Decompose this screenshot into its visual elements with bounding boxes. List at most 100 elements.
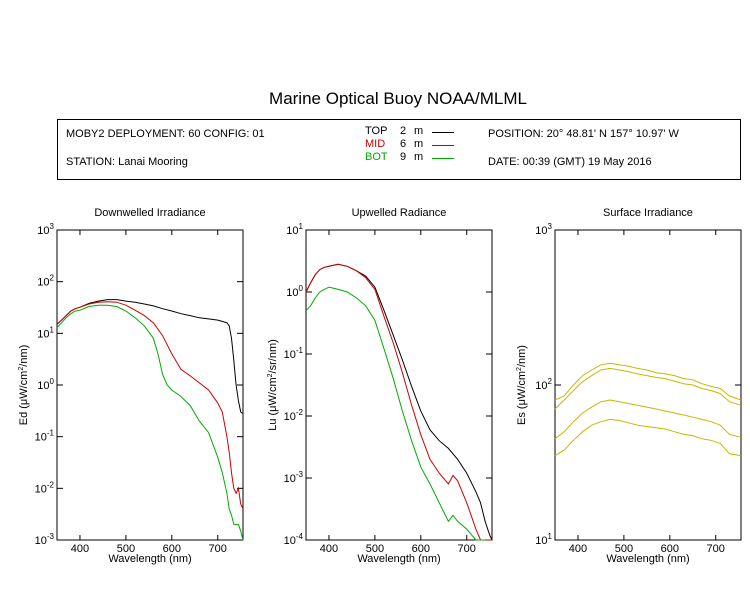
chart-3: Surface Irradiance Wavelength (nm) Es (μW/…	[516, 207, 742, 565]
station-text: STATION: Lanai Mooring	[66, 156, 188, 168]
chart-title: Downwelled Irradiance	[94, 207, 205, 219]
y-tick-exponent: -2	[296, 408, 304, 417]
series-line	[305, 286, 486, 541]
y-tick-exponent: -2	[47, 480, 55, 489]
y-axis-label: Es (μW/cm2/nm)	[516, 345, 528, 425]
y-tick-base: 10	[35, 432, 47, 444]
legend-depth-bot: 9	[400, 151, 407, 163]
x-tick-label: 400	[320, 543, 338, 555]
y-tick-exponent: 2	[548, 377, 553, 386]
y-tick-base: 10	[37, 277, 49, 289]
y-tick-base: 10	[286, 287, 298, 299]
y-axis-label-part: μW/cm	[516, 371, 528, 405]
y-tick-base: 10	[35, 535, 47, 547]
y-tick-exponent: 0	[50, 377, 55, 386]
y-tick-base: 10	[535, 225, 547, 237]
legend-label-top: TOP	[365, 125, 388, 137]
y-tick-base: 10	[284, 349, 296, 361]
chart-title: Upwelled Radiance	[352, 207, 447, 219]
x-axis-label: Wavelength (nm)	[357, 553, 440, 565]
y-axis-label-part: μW/cm	[18, 371, 30, 405]
y-tick-label: 103	[37, 222, 54, 237]
y-tick-label: 102	[535, 377, 552, 392]
x-tick-label: 600	[163, 543, 181, 555]
y-axis-label-part: Ed (	[18, 405, 30, 426]
y-axis-label-part: /sr/nm)	[267, 339, 279, 373]
x-tick-label: 400	[569, 543, 587, 555]
y-tick-label: 10-1	[284, 346, 304, 361]
y-tick-exponent: 1	[299, 222, 304, 231]
x-tick-label: 600	[661, 543, 679, 555]
chart-1: Downwelled Irradiance Wavelength (nm) Ed (…	[18, 207, 244, 565]
y-tick-base: 10	[535, 380, 547, 392]
y-axis-label-part: Es (	[516, 405, 528, 425]
series-line	[56, 304, 244, 541]
y-tick-label: 10-3	[284, 470, 304, 485]
series-line	[56, 301, 244, 510]
y-tick-label: 10-2	[35, 480, 55, 495]
legend-unit-top: m	[414, 125, 424, 137]
y-axis-label-part: μW/cm	[267, 377, 279, 411]
y-tick-exponent: -3	[296, 470, 304, 479]
plot-frame	[305, 229, 493, 541]
y-tick-base: 10	[535, 535, 547, 547]
y-tick-base: 10	[37, 380, 49, 392]
y-tick-label: 100	[286, 284, 303, 299]
series-line	[56, 299, 244, 415]
legend-depth-mid: 6	[400, 138, 407, 150]
x-tick-label: 700	[458, 543, 476, 555]
y-tick-exponent: 3	[50, 222, 55, 231]
x-axis-label: Wavelength (nm)	[108, 553, 191, 565]
legend-unit-bot: m	[414, 151, 424, 163]
legend-line-top	[432, 132, 454, 133]
y-axis-label: Ed (μW/cm2/nm)	[18, 345, 30, 426]
y-tick-base: 10	[284, 473, 296, 485]
x-tick-label: 500	[117, 543, 135, 555]
x-tick-label: 500	[366, 543, 384, 555]
y-tick-label: 10-3	[35, 532, 55, 547]
position-text: POSITION: 20° 48.81' N 157° 10.97' W	[488, 128, 679, 140]
y-axis-label-part: 2	[516, 367, 523, 371]
y-tick-base: 10	[35, 483, 47, 495]
y-tick-exponent: 1	[548, 532, 553, 541]
plot-frame	[554, 229, 742, 541]
series-line	[554, 418, 742, 457]
y-tick-label: 10-2	[284, 408, 304, 423]
info-box: MOBY2 DEPLOYMENT: 60 CONFIG: 01 STATION:…	[57, 119, 741, 180]
y-tick-exponent: -4	[296, 532, 304, 541]
y-tick-label: 101	[286, 222, 303, 237]
legend-depth-top: 2	[400, 125, 407, 137]
y-tick-base: 10	[284, 411, 296, 423]
series-line	[554, 362, 742, 401]
y-axis-label-part: /nm)	[516, 345, 528, 367]
y-tick-exponent: -3	[47, 532, 55, 541]
series-line	[554, 367, 742, 410]
x-tick-label: 500	[615, 543, 633, 555]
legend-label-bot: BOT	[365, 151, 388, 163]
legend-line-mid	[432, 145, 454, 146]
page-title: Marine Optical Buoy NOAA/MLML	[269, 89, 527, 108]
y-tick-label: 100	[37, 377, 54, 392]
y-tick-exponent: 3	[548, 222, 553, 231]
y-tick-label: 101	[535, 532, 552, 547]
legend-label-mid: MID	[365, 138, 386, 150]
y-axis-label-part: 2	[18, 367, 25, 371]
y-tick-label: 103	[535, 222, 552, 237]
y-tick-base: 10	[284, 535, 296, 547]
legend-unit-mid: m	[414, 138, 424, 150]
y-tick-exponent: -1	[296, 346, 304, 355]
plot-frame	[56, 229, 244, 541]
x-axis-label: Wavelength (nm)	[606, 553, 689, 565]
series-line	[305, 263, 493, 541]
y-tick-exponent: -1	[47, 429, 55, 438]
y-tick-exponent: 0	[299, 284, 304, 293]
y-axis-label-part: Lu (	[267, 411, 279, 430]
y-tick-exponent: 1	[50, 325, 55, 334]
y-tick-label: 102	[37, 274, 54, 289]
date-text: DATE: 00:39 (GMT) 19 May 2016	[488, 156, 652, 168]
y-axis-label: Lu (μW/cm2/sr/nm)	[267, 339, 279, 431]
series-line	[305, 263, 492, 541]
y-tick-base: 10	[286, 225, 298, 237]
series-line	[554, 399, 742, 440]
